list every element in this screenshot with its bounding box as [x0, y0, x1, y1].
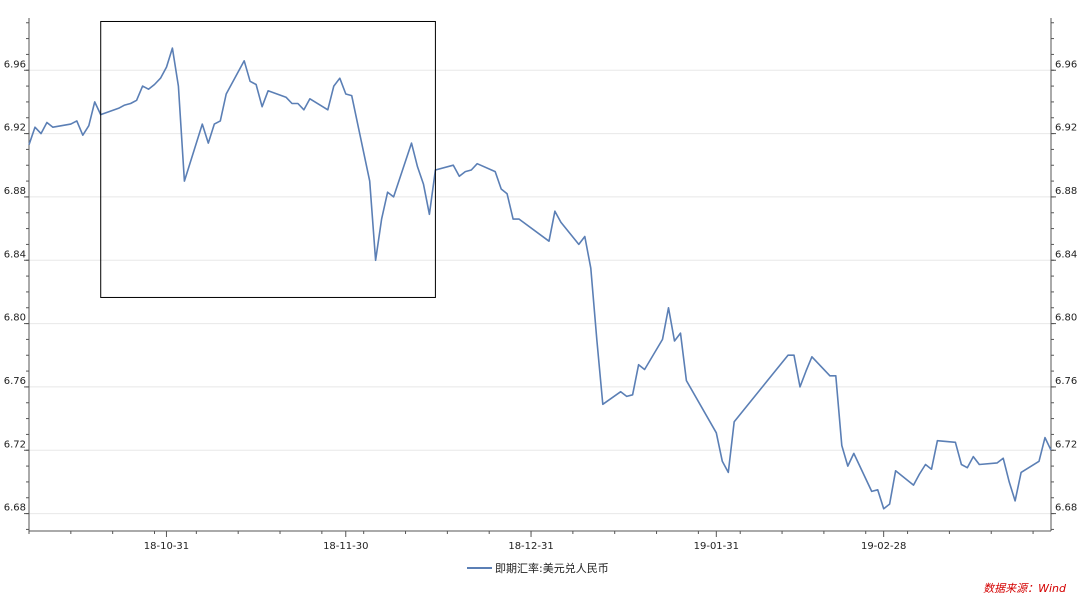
highlight-box: [100, 20, 436, 298]
source-note: 数据来源：Wind: [983, 582, 1066, 595]
y-tick-label-right: 6.68: [1055, 503, 1077, 514]
y-tick-label-right: 6.84: [1055, 249, 1077, 260]
y-tick-label-right: 6.72: [1055, 439, 1077, 450]
y-tick-label-left: 6.80: [4, 313, 26, 324]
y-tick-label-left: 6.84: [4, 249, 26, 260]
x-tick-label: 18-10-31: [144, 541, 189, 552]
axis-ticks: 6.68 6.68 6.72 6.72 6.76 6.76 6.80 6.80 6.84 6.84…: [4, 22, 1077, 552]
x-tick-label: 19-01-31: [694, 541, 739, 552]
legend: 即期汇率:美元兑人民币: [467, 561, 609, 575]
y-tick-label-left: 6.96: [4, 59, 26, 70]
legend-label: 即期汇率:美元兑人民币: [495, 561, 609, 575]
annotation-layer: [100, 20, 436, 298]
y-tick-label-right: 6.76: [1055, 376, 1077, 387]
y-tick-label-right: 6.96: [1055, 59, 1077, 70]
y-tick-label-left: 6.76: [4, 376, 26, 387]
series-line: [28, 47, 1052, 510]
x-tick-label: 18-12-31: [508, 541, 553, 552]
y-tick-label-right: 6.92: [1055, 123, 1077, 134]
x-tick-label: 18-11-30: [323, 541, 368, 552]
y-tick-label-left: 6.72: [4, 439, 26, 450]
y-tick-label-right: 6.88: [1055, 186, 1077, 197]
axes: [28, 18, 1052, 532]
series-layer: [28, 47, 1052, 510]
y-tick-label-left: 6.92: [4, 123, 26, 134]
y-tick-label-right: 6.80: [1055, 313, 1077, 324]
x-tick-label: 19-02-28: [861, 541, 906, 552]
y-tick-label-left: 6.88: [4, 186, 26, 197]
y-tick-label-left: 6.68: [4, 503, 26, 514]
